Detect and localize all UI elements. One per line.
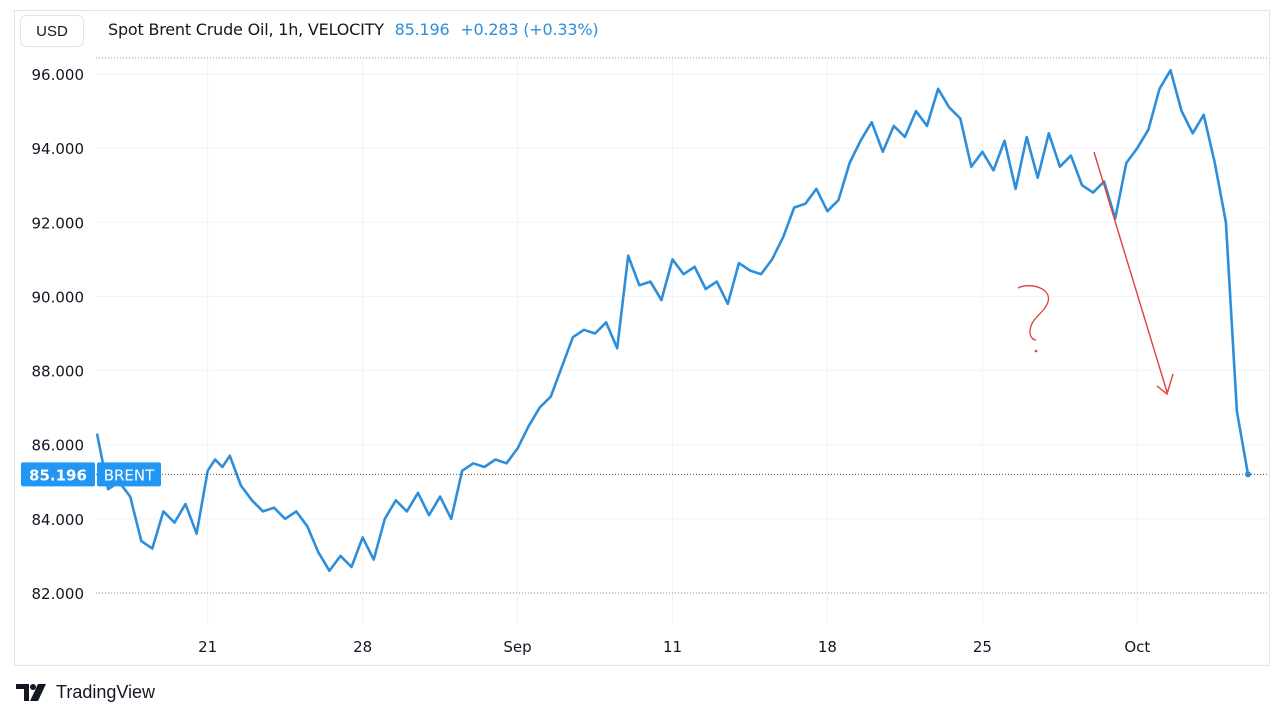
- x-tick-label: 25: [973, 638, 992, 656]
- x-tick-label: Oct: [1124, 638, 1150, 656]
- price-label-value-bg: [21, 462, 95, 487]
- annotation-arrowhead: [1156, 373, 1174, 396]
- last-price-marker: [1245, 471, 1251, 478]
- price-axis-label: 85.196 BRENT: [21, 462, 161, 487]
- symbol-title-text: Spot Brent Crude Oil, 1h, VELOCITY: [108, 20, 384, 39]
- y-tick-label: 84.000: [32, 511, 85, 529]
- last-price: 85.196: [394, 20, 450, 39]
- tradingview-branding[interactable]: TradingView: [16, 682, 155, 703]
- price-change: +0.283 (+0.33%): [460, 20, 599, 39]
- annotation-arrow-shaft: [1093, 151, 1168, 393]
- currency-selector[interactable]: USD: [20, 15, 84, 47]
- y-tick-label: 92.000: [32, 214, 85, 232]
- x-tick-label: 18: [818, 638, 837, 656]
- price-label-symbol: BRENT: [104, 466, 155, 484]
- y-tick-label: 90.000: [32, 288, 85, 306]
- chart-frame: [14, 10, 1270, 666]
- x-tick-label: 28: [353, 638, 372, 656]
- y-tick-label: 86.000: [32, 437, 85, 455]
- x-tick-label: 21: [198, 638, 217, 656]
- annotation-question-mark: [1017, 285, 1049, 341]
- series-line-brent: [95, 69, 1250, 573]
- symbol-title: Spot Brent Crude Oil, 1h, VELOCITY 85.19…: [108, 20, 599, 39]
- x-tick-label: Sep: [503, 638, 531, 656]
- x-tick-label: 11: [663, 638, 682, 656]
- price-label-value: 85.196: [29, 466, 87, 484]
- tradingview-brand-text: TradingView: [56, 682, 156, 702]
- annotation-question-dot: [1034, 349, 1038, 353]
- y-tick-label: 88.000: [32, 363, 85, 381]
- price-label-symbol-bg: [97, 462, 161, 487]
- y-tick-label: 96.000: [32, 66, 85, 84]
- tradingview-logo-icon: [16, 683, 46, 701]
- y-tick-label: 94.000: [32, 140, 85, 158]
- y-tick-label: 82.000: [32, 585, 85, 603]
